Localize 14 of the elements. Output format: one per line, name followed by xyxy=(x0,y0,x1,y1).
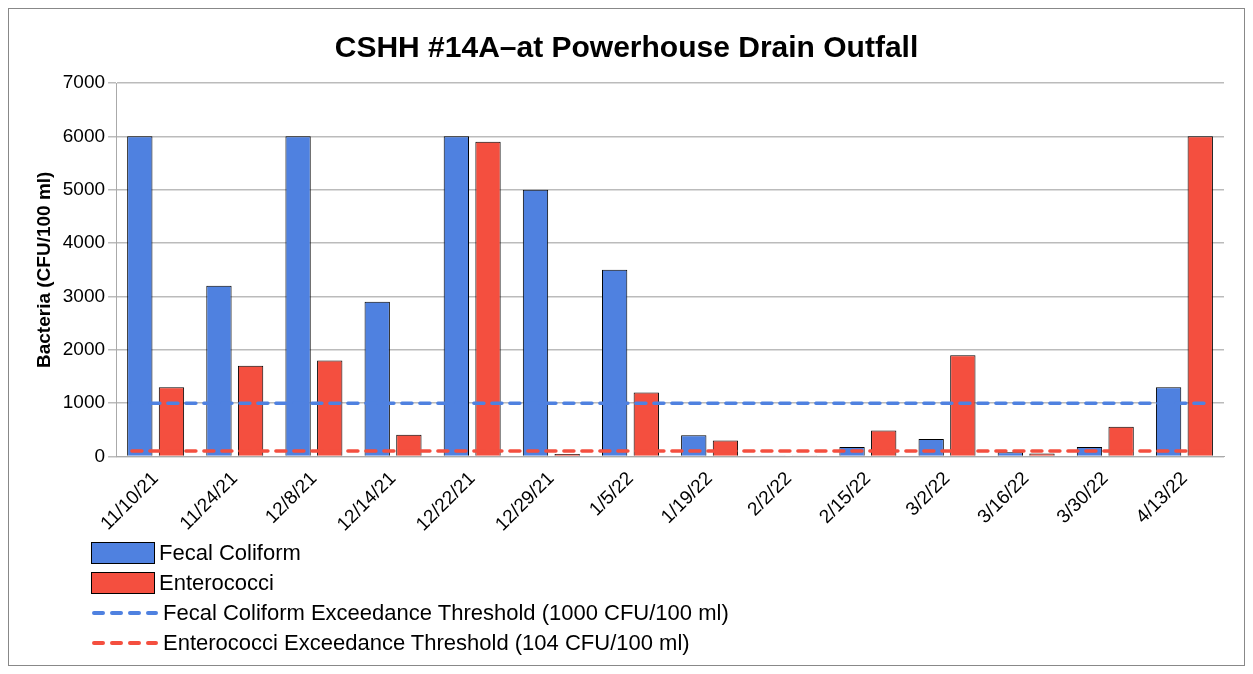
y-tick-label: 3000 xyxy=(62,284,106,306)
y-tick-label: 4000 xyxy=(62,231,106,253)
y-axis-title: Bacteria (CFU/100 ml) xyxy=(32,171,54,368)
y-tick-label: 7000 xyxy=(62,71,106,93)
y-tick-label: 5000 xyxy=(62,177,106,199)
legend-label: Enterococci xyxy=(159,569,274,597)
y-tick-label: 2000 xyxy=(62,338,106,360)
legend-label: Fecal Coliform xyxy=(159,539,301,567)
legend-label: Enterococci Exceedance Threshold (104 CFU/100 ml) xyxy=(163,629,690,657)
chart-title: CSHH #14A–at Powerhouse Drain Outfall xyxy=(334,30,919,64)
y-tick-label: 0 xyxy=(94,444,106,466)
y-tick-label: 1000 xyxy=(62,391,106,413)
legend-label: Fecal Coliform Exceedance Threshold (1000 CFU/100 ml) xyxy=(163,599,729,627)
y-tick-label: 6000 xyxy=(62,124,106,146)
